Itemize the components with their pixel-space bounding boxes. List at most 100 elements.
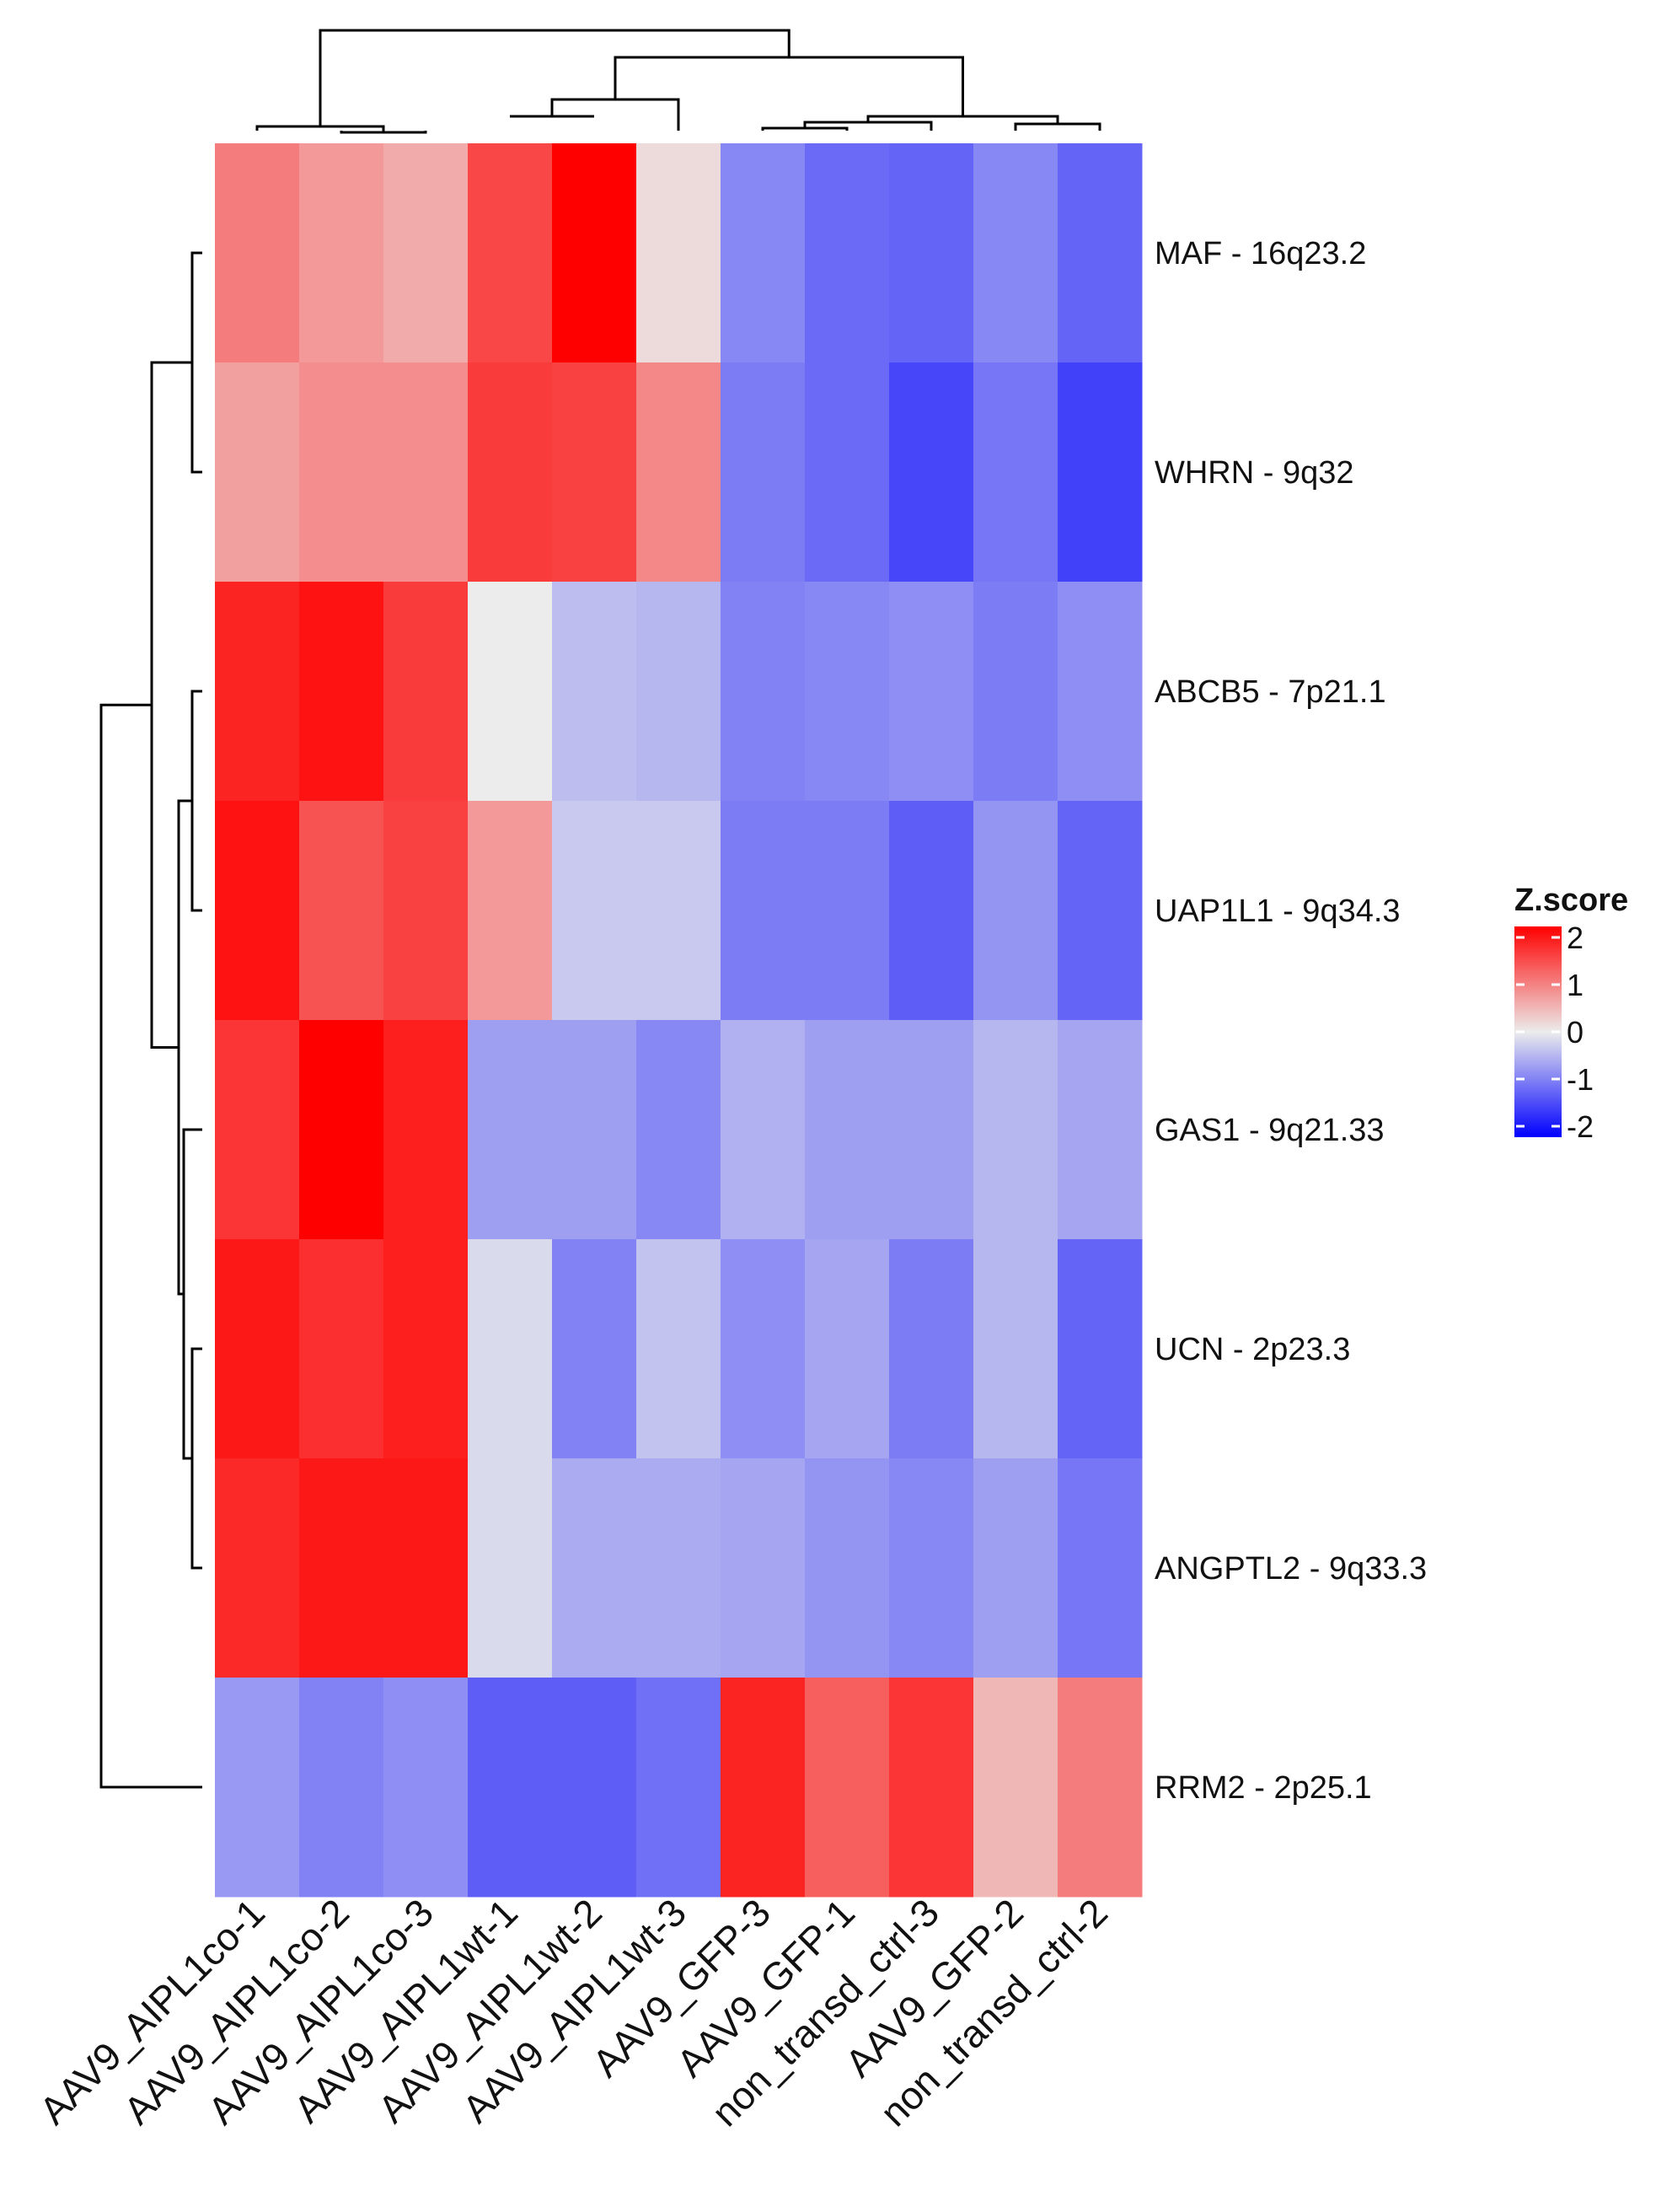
row-dendrogram-link [190,251,202,474]
heatmap-cell [973,1678,1058,1898]
column-dendrogram-link [614,56,964,116]
heatmap-cell [889,143,974,363]
heatmap-cell [468,1239,553,1459]
heatmap-cell [721,1678,806,1898]
row-dendrogram-link [150,361,192,1049]
heatmap-cell [552,362,637,583]
row-label: UAP1L1 - 9q34.3 [1155,894,1401,929]
heatmap-cell [1058,801,1143,1021]
heatmap-cell [215,362,300,583]
heatmap-cell [383,362,469,583]
heatmap-cell [889,362,974,583]
heatmap-cell [805,1239,890,1459]
row-label: MAF - 16q23.2 [1155,236,1366,271]
column-labels: AAV9_AIPL1co-1AAV9_AIPL1co-2AAV9_AIPL1co… [31,1890,1117,2134]
heatmap-cell [468,582,553,802]
heatmap-cell [552,1458,637,1678]
heatmap-cell [299,362,384,583]
legend-tick-label: 2 [1567,921,1584,955]
row-dendrogram [99,251,202,1789]
row-label: ANGPTL2 - 9q33.3 [1155,1551,1427,1587]
heatmap-cell [636,362,721,583]
heatmap-cell [636,1458,721,1678]
heatmap-cell [215,1239,300,1459]
heatmap-cell [299,1020,384,1240]
heatmap-cell [215,143,300,363]
heatmap-cell [1058,362,1143,583]
row-label: GAS1 - 9q21.33 [1155,1113,1385,1148]
row-dendrogram-link [190,690,202,912]
heatmap-cell [215,1020,300,1240]
color-legend: Z.score 2 1 0 -1 -2 [1514,883,1628,1144]
heatmap-cell [721,1458,806,1678]
heatmap-cell [468,362,553,583]
legend-tick-label: -1 [1567,1062,1594,1097]
heatmap-cell [721,1239,806,1459]
heatmap-cell [552,582,637,802]
row-label: ABCB5 - 7p21.1 [1155,674,1386,710]
heatmap-cell [636,143,721,363]
legend-title: Z.score [1514,883,1628,918]
heatmap-cell [889,801,974,1021]
row-dendrogram-link [190,1347,202,1570]
column-dendrogram [255,29,1101,134]
heatmap-cell [973,1239,1058,1459]
heatmap-cell [1058,1239,1143,1459]
row-label: RRM2 - 2p25.1 [1155,1770,1372,1806]
heatmap-cell [721,143,806,363]
heatmap-cell [552,801,637,1021]
heatmap-cell [636,582,721,802]
heatmap-cell [1058,1678,1143,1898]
heatmap-cell [721,801,806,1021]
row-dendrogram-link [99,703,202,1789]
heatmap-cell [889,1239,974,1459]
column-dendrogram-link [319,29,790,126]
heatmap-cell [889,1458,974,1678]
heatmap-cell [468,801,553,1021]
legend-tick-label: 0 [1567,1015,1584,1050]
row-labels: MAF - 16q23.2 WHRN - 9q32 ABCB5 - 7p21.1 UA… [1155,236,1427,1806]
heatmap-cell [215,1678,300,1898]
heatmap-cell [299,1678,384,1898]
heatmap-cell [299,582,384,802]
heatmap-cell [468,1458,553,1678]
heatmap-cell [889,1020,974,1240]
heatmap-cell [383,582,469,802]
heatmap-cell [552,1239,637,1459]
heatmap-cell [805,1678,890,1898]
heatmap-cell [468,143,553,363]
legend-ticks: 2 1 0 -1 -2 [1516,921,1594,1144]
heatmap-cell [805,143,890,363]
heatmap-cell [299,143,384,363]
row-label: UCN - 2p23.3 [1155,1332,1350,1367]
heatmap-cell [636,1020,721,1240]
heatmap-cell [383,1678,469,1898]
heatmap-cell [805,1458,890,1678]
heatmap-cell [636,801,721,1021]
heatmap-cell [299,1239,384,1459]
heatmap-cell [383,801,469,1021]
heatmap-cell [552,1678,637,1898]
row-dendrogram-link [177,799,192,1296]
heatmap-cell [889,1678,974,1898]
heatmap-cell [383,1020,469,1240]
heatmap-cell [973,1020,1058,1240]
heatmap-cell [721,362,806,583]
heatmap-cell [805,362,890,583]
heatmap-cell [973,801,1058,1021]
heatmap-cell [805,1020,890,1240]
heatmap-cell [636,1678,721,1898]
heatmap-cell [1058,143,1143,363]
heatmap-cell [973,1458,1058,1678]
heatmap-cell [215,801,300,1021]
column-dendrogram-link [761,126,849,131]
heatmap-cell [552,1020,637,1240]
heatmap-cell [215,1458,300,1678]
heatmap-cell [889,582,974,802]
row-label: WHRN - 9q32 [1155,455,1354,491]
heatmap-cell [973,582,1058,802]
heatmap-cell [383,1239,469,1459]
heatmap-cell [383,143,469,363]
heatmap-cell [1058,582,1143,802]
